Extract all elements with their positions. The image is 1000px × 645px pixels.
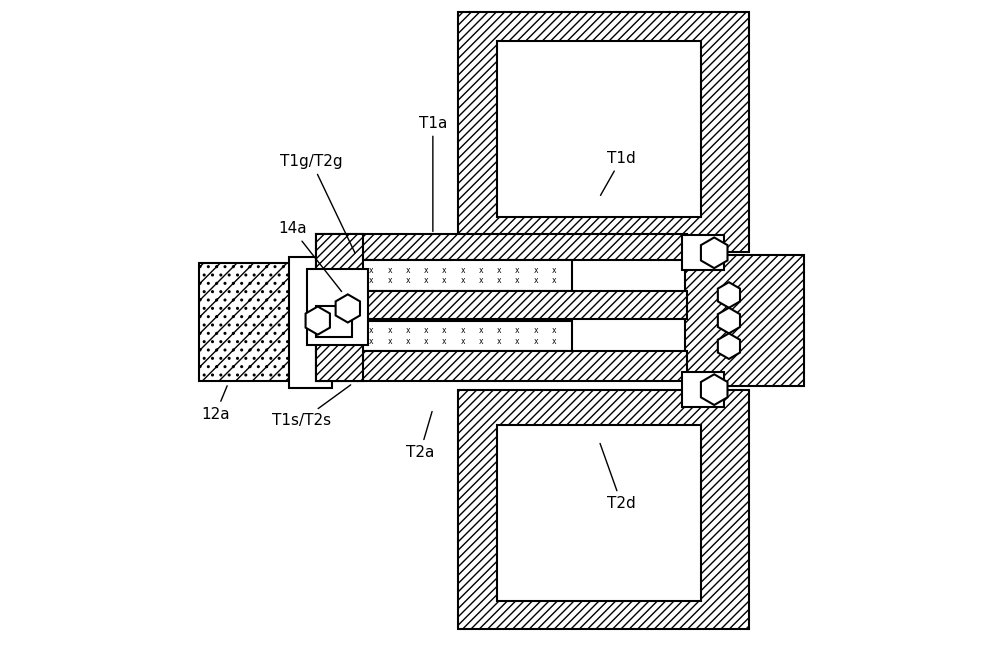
Text: x: x bbox=[406, 337, 410, 346]
Text: x: x bbox=[533, 337, 538, 346]
Text: x: x bbox=[442, 266, 447, 275]
Text: x: x bbox=[515, 326, 520, 335]
Bar bbox=[497, 41, 701, 217]
Text: x: x bbox=[497, 326, 501, 335]
Text: x: x bbox=[351, 276, 355, 285]
Bar bbox=[497, 425, 701, 600]
Text: x: x bbox=[442, 326, 447, 335]
Text: x: x bbox=[332, 276, 337, 285]
Bar bbox=[685, 255, 804, 386]
Text: x: x bbox=[497, 337, 501, 346]
Text: x: x bbox=[406, 326, 410, 335]
Text: x: x bbox=[460, 276, 465, 285]
Bar bbox=[682, 235, 724, 270]
Text: x: x bbox=[332, 266, 337, 275]
Text: x: x bbox=[497, 266, 501, 275]
Bar bbox=[316, 234, 687, 260]
Text: x: x bbox=[460, 266, 465, 275]
Text: 12a: 12a bbox=[201, 386, 230, 422]
Text: x: x bbox=[515, 276, 520, 285]
Bar bbox=[316, 352, 687, 381]
Text: T1a: T1a bbox=[419, 115, 447, 232]
Text: x: x bbox=[332, 337, 337, 346]
Text: 14a: 14a bbox=[278, 221, 342, 292]
Text: x: x bbox=[552, 326, 556, 335]
Bar bbox=[458, 390, 749, 630]
Polygon shape bbox=[306, 306, 330, 335]
Bar bbox=[316, 306, 352, 337]
Text: x: x bbox=[460, 326, 465, 335]
Bar bbox=[316, 290, 687, 319]
Text: x: x bbox=[442, 276, 447, 285]
Text: x: x bbox=[552, 276, 556, 285]
Polygon shape bbox=[718, 308, 740, 333]
Text: x: x bbox=[369, 326, 374, 335]
Text: x: x bbox=[387, 326, 392, 335]
Bar bbox=[289, 257, 332, 388]
Text: x: x bbox=[533, 266, 538, 275]
Bar bbox=[458, 12, 749, 252]
Text: x: x bbox=[424, 337, 428, 346]
Text: T1g/T2g: T1g/T2g bbox=[280, 154, 355, 253]
Text: x: x bbox=[442, 337, 447, 346]
Text: T1d: T1d bbox=[600, 151, 636, 195]
Text: x: x bbox=[387, 276, 392, 285]
Text: x: x bbox=[351, 326, 355, 335]
Text: x: x bbox=[387, 266, 392, 275]
Text: x: x bbox=[369, 337, 374, 346]
Text: x: x bbox=[424, 326, 428, 335]
Text: x: x bbox=[369, 266, 374, 275]
Text: x: x bbox=[387, 337, 392, 346]
Polygon shape bbox=[701, 374, 728, 405]
Text: x: x bbox=[460, 337, 465, 346]
Bar bbox=[316, 321, 572, 352]
Text: x: x bbox=[515, 266, 520, 275]
Text: x: x bbox=[533, 276, 538, 285]
Polygon shape bbox=[336, 294, 360, 322]
Text: x: x bbox=[406, 266, 410, 275]
Text: x: x bbox=[351, 266, 355, 275]
Text: x: x bbox=[552, 337, 556, 346]
Text: x: x bbox=[424, 266, 428, 275]
Text: x: x bbox=[479, 266, 483, 275]
Text: x: x bbox=[351, 337, 355, 346]
Text: x: x bbox=[515, 337, 520, 346]
Bar bbox=[682, 372, 724, 407]
Bar bbox=[316, 260, 572, 290]
Polygon shape bbox=[718, 283, 740, 308]
Text: x: x bbox=[424, 276, 428, 285]
Text: T1s/T2s: T1s/T2s bbox=[272, 385, 351, 428]
Text: x: x bbox=[552, 266, 556, 275]
Text: x: x bbox=[332, 326, 337, 335]
Bar bbox=[316, 234, 363, 381]
Text: x: x bbox=[479, 337, 483, 346]
Text: x: x bbox=[479, 326, 483, 335]
Text: T2d: T2d bbox=[600, 443, 636, 511]
Text: x: x bbox=[369, 276, 374, 285]
Polygon shape bbox=[718, 333, 740, 359]
Text: x: x bbox=[479, 276, 483, 285]
Bar bbox=[199, 263, 308, 381]
Text: x: x bbox=[533, 326, 538, 335]
Text: x: x bbox=[497, 276, 501, 285]
Bar bbox=[307, 270, 368, 345]
Text: T2a: T2a bbox=[406, 412, 434, 460]
Text: x: x bbox=[406, 276, 410, 285]
Polygon shape bbox=[701, 237, 728, 268]
